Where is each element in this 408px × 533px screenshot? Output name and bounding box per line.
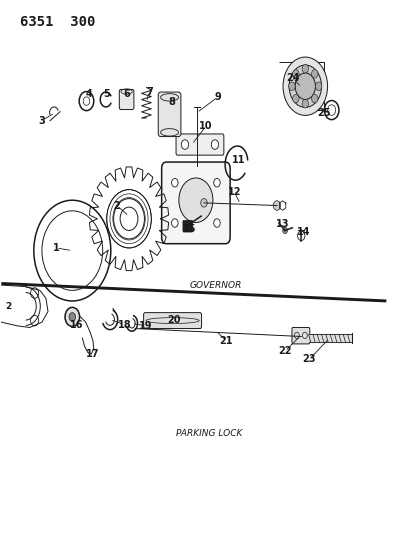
FancyBboxPatch shape xyxy=(158,92,181,136)
Circle shape xyxy=(289,82,295,91)
Text: 18: 18 xyxy=(118,320,132,330)
Circle shape xyxy=(293,70,299,78)
Text: 6: 6 xyxy=(124,89,131,99)
Circle shape xyxy=(214,219,220,227)
Circle shape xyxy=(273,201,281,211)
Circle shape xyxy=(69,313,75,321)
Text: GOVERNOR: GOVERNOR xyxy=(190,280,242,289)
Text: 22: 22 xyxy=(278,346,292,357)
Text: 24: 24 xyxy=(286,73,300,83)
Circle shape xyxy=(312,94,318,103)
Text: 19: 19 xyxy=(138,321,152,331)
Text: 5: 5 xyxy=(103,89,110,99)
FancyBboxPatch shape xyxy=(119,90,134,110)
FancyBboxPatch shape xyxy=(292,327,310,344)
Circle shape xyxy=(312,70,318,78)
Circle shape xyxy=(302,64,308,73)
Circle shape xyxy=(315,82,322,91)
Circle shape xyxy=(283,57,328,115)
Text: 2: 2 xyxy=(6,302,12,311)
Text: 16: 16 xyxy=(70,320,83,330)
Circle shape xyxy=(181,140,188,149)
Text: 25: 25 xyxy=(317,108,330,118)
FancyBboxPatch shape xyxy=(144,313,202,328)
Text: 1: 1 xyxy=(53,243,60,253)
Text: 11: 11 xyxy=(232,156,245,165)
Circle shape xyxy=(172,179,178,187)
Text: 14: 14 xyxy=(297,227,310,237)
Circle shape xyxy=(295,73,315,100)
Circle shape xyxy=(214,179,220,187)
Circle shape xyxy=(293,94,299,103)
Circle shape xyxy=(201,199,207,207)
Text: 3: 3 xyxy=(38,116,45,126)
Text: 7: 7 xyxy=(146,86,153,96)
Circle shape xyxy=(302,100,308,108)
Text: PARKING LOCK: PARKING LOCK xyxy=(175,429,242,438)
FancyBboxPatch shape xyxy=(176,134,224,155)
FancyBboxPatch shape xyxy=(183,220,193,232)
Text: 20: 20 xyxy=(167,314,180,325)
Circle shape xyxy=(65,308,80,326)
Text: 12: 12 xyxy=(228,187,241,197)
Circle shape xyxy=(283,227,288,233)
Circle shape xyxy=(289,65,322,108)
Text: 21: 21 xyxy=(220,336,233,346)
Text: 8: 8 xyxy=(168,97,175,107)
Circle shape xyxy=(179,178,213,222)
Text: 15: 15 xyxy=(183,224,197,235)
Text: 9: 9 xyxy=(215,92,222,102)
Circle shape xyxy=(172,219,178,227)
Text: 23: 23 xyxy=(303,354,316,364)
Circle shape xyxy=(211,140,219,149)
Text: 4: 4 xyxy=(85,89,92,99)
Text: 2: 2 xyxy=(113,200,120,211)
Text: 17: 17 xyxy=(86,349,99,359)
Text: 13: 13 xyxy=(276,219,290,229)
Text: 6351  300: 6351 300 xyxy=(20,14,95,29)
Text: 10: 10 xyxy=(199,121,213,131)
FancyBboxPatch shape xyxy=(162,162,230,244)
